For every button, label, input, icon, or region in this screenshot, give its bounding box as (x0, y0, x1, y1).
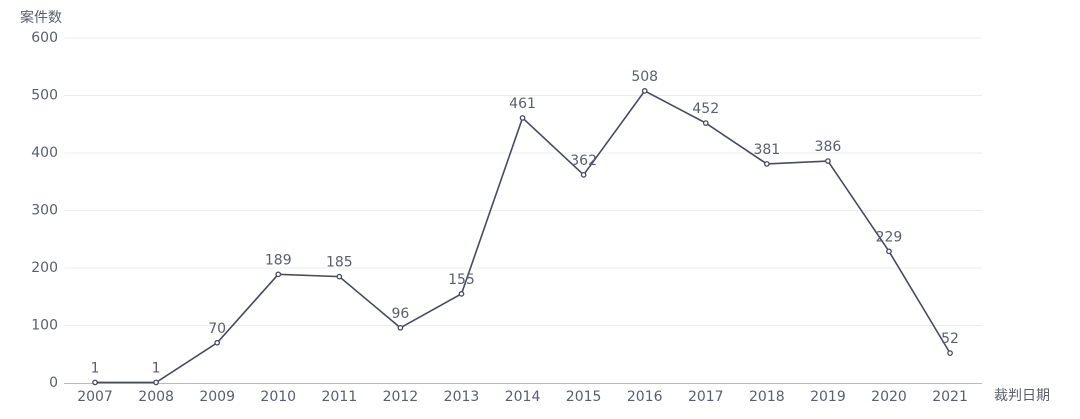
y-tick-label: 600 (31, 30, 58, 46)
data-point (214, 339, 221, 346)
data-point (92, 379, 98, 386)
data-point (702, 120, 709, 126)
data-label: 52 (941, 331, 959, 347)
x-tick-label: 2011 (322, 389, 358, 405)
x-tick-label: 2014 (505, 389, 541, 405)
data-label: 155 (448, 272, 475, 288)
data-point (519, 115, 526, 121)
data-label: 452 (692, 101, 719, 117)
x-axis-label: 裁判日期 (994, 388, 1050, 404)
data-label: 386 (815, 139, 842, 155)
data-label: 185 (326, 255, 353, 271)
data-point (397, 324, 404, 331)
x-tick-label: 2019 (810, 389, 846, 405)
data-label: 189 (265, 252, 292, 268)
data-point (763, 161, 770, 167)
data-point (886, 248, 892, 255)
y-tick-label: 400 (31, 145, 58, 161)
data-label: 461 (509, 96, 536, 112)
y-tick-label: 0 (49, 375, 58, 391)
data-label: 70 (208, 321, 226, 337)
y-tick-label: 200 (31, 260, 58, 276)
data-point (336, 273, 343, 280)
data-point (153, 379, 159, 386)
x-tick-label: 2020 (871, 389, 907, 405)
x-tick-label: 2009 (199, 389, 235, 405)
x-tick-label: 2008 (138, 389, 174, 405)
y-tick-label: 100 (31, 318, 58, 334)
data-label: 96 (391, 306, 409, 322)
x-tick-label: 2016 (627, 389, 663, 405)
data-point (458, 291, 465, 297)
data-label: 381 (753, 142, 780, 158)
data-line (95, 89, 951, 384)
data-label: 229 (876, 229, 903, 245)
y-tick-label: 500 (31, 88, 58, 104)
y-tick-label: 300 (31, 203, 58, 219)
data-point (580, 172, 587, 178)
x-tick-label: 2015 (566, 389, 602, 405)
data-point (275, 271, 282, 278)
x-tick-label: 2007 (77, 389, 113, 405)
data-label: 1 (152, 360, 161, 376)
data-point (947, 350, 953, 356)
y-axis-label: 案件数 (20, 9, 62, 26)
data-label: 508 (631, 69, 658, 85)
x-tick-label: 2018 (749, 389, 785, 405)
data-label: 1 (91, 360, 100, 376)
x-tick-label: 2010 (260, 389, 296, 405)
x-tick-label: 2013 (444, 389, 480, 405)
data-point (641, 88, 648, 94)
data-label: 362 (570, 153, 597, 169)
x-tick-label: 2017 (688, 389, 724, 405)
x-tick-label: 2012 (383, 389, 419, 405)
x-tick-label: 2021 (932, 389, 968, 405)
data-point (825, 158, 831, 164)
